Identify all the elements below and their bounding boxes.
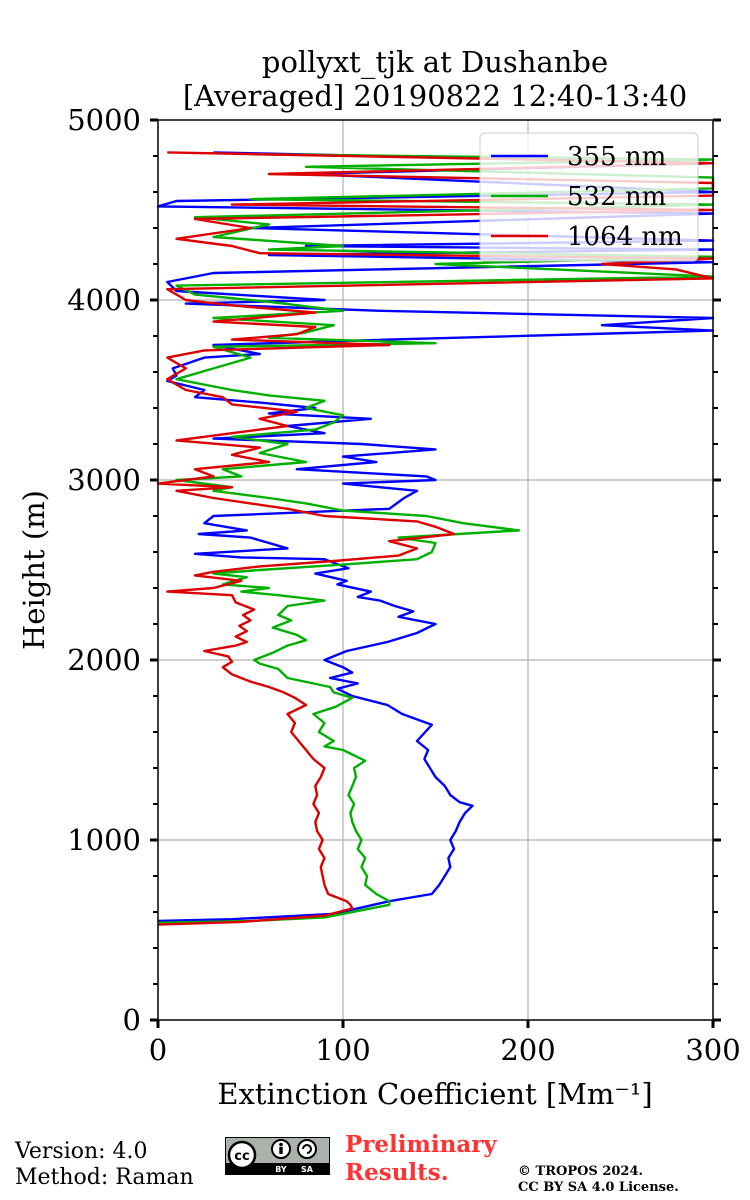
sa-label: SA [301,1165,314,1174]
sa-icon [297,1139,317,1159]
y-tick-label: 3000 [67,463,141,497]
series-lines [156,151,715,926]
preliminary-line2: Results. [345,1159,449,1186]
series-line-3 [156,151,715,926]
legend-label-2: 532 nm [567,182,666,212]
y-tick-label: 5000 [67,103,141,137]
x-tick-label: 200 [500,1033,555,1067]
copyright-line1: © TROPOS 2024. [518,1164,644,1179]
preliminary-notice: Preliminary Results. [345,1131,497,1187]
tick-labels: 0 1000 2000 3000 4000 5000 0 100 200 300 [67,103,740,1067]
legend-box [479,132,699,262]
copyright-line2: CC BY SA 4.0 License. [518,1180,679,1195]
y-tick-label: 2000 [67,643,141,677]
x-axis-label: Extinction Coefficient [Mm⁻¹] [217,1077,652,1111]
copyright-notice: © TROPOS 2024. CC BY SA 4.0 License. [518,1164,679,1196]
plot-frame [157,119,714,1021]
legend: 355 nm 532 nm 1064 nm [479,132,699,262]
by-label: BY [275,1165,287,1174]
x-tick-label: 0 [149,1033,167,1067]
x-tick-label: 100 [315,1033,370,1067]
cc-icon [227,1140,257,1170]
chart-title-line1: pollyxt_tjk at Dushanbe [262,45,608,80]
version-text: Version: 4.0 [15,1139,148,1164]
version-info: Version: 4.0 Method: Raman [15,1139,194,1191]
x-tick-label: 300 [685,1033,740,1067]
y-tick-label: 0 [123,1003,141,1037]
axis-ticks [150,118,721,1028]
preliminary-line1: Preliminary [345,1131,497,1158]
series-line-2 [157,153,715,924]
y-tick-label: 4000 [67,283,141,317]
y-axis-label: Height (m) [17,490,51,650]
cc-icon-text: cc [234,1149,249,1164]
y-tick-label: 1000 [67,823,141,857]
method-text: Method: Raman [15,1165,194,1190]
cc-by-sa-badge-icon: cc BY SA [225,1137,330,1175]
legend-label-1: 355 nm [567,142,666,172]
chart-title-line2: [Averaged] 20190822 12:40-13:40 [183,79,687,113]
legend-label-3: 1064 nm [567,222,683,252]
